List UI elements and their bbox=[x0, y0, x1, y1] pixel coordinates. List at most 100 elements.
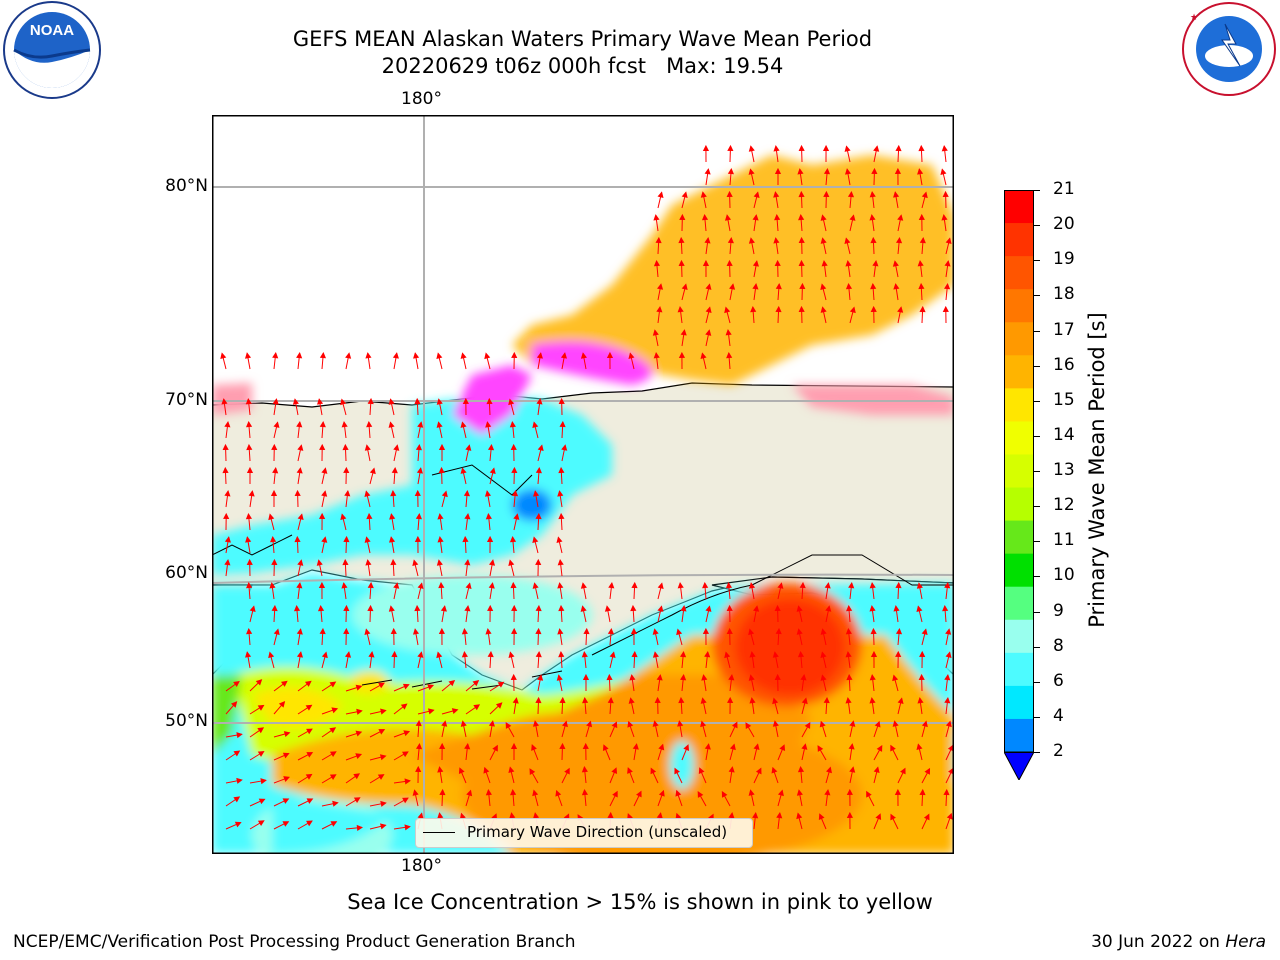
wave-vector-head bbox=[535, 512, 542, 520]
colorbar-segment bbox=[1004, 553, 1034, 588]
wave-vector-head bbox=[464, 559, 471, 566]
wave-vector-head bbox=[797, 168, 804, 175]
wave-vector-head bbox=[890, 744, 896, 752]
wave-vector-head bbox=[580, 582, 587, 589]
chart-title: GEFS MEAN Alaskan Waters Primary Wave Me… bbox=[0, 26, 1165, 80]
wave-vector-head bbox=[918, 213, 925, 221]
wave-vector-head bbox=[921, 191, 928, 199]
wave-vector-head bbox=[894, 167, 902, 174]
wave-vector-head bbox=[654, 696, 661, 704]
wave-vector-head bbox=[678, 259, 685, 267]
wave-vector-head bbox=[824, 789, 831, 796]
wave-vector-head bbox=[557, 582, 564, 589]
wave-vector-head bbox=[305, 704, 313, 711]
wave-vector-head bbox=[462, 535, 469, 543]
wave-vector-head bbox=[826, 766, 832, 774]
wave-vector-head bbox=[702, 144, 710, 151]
wave-vector-head bbox=[366, 512, 373, 520]
wave-vector-head bbox=[777, 789, 784, 797]
wave-vector-head bbox=[870, 627, 877, 635]
wave-vector-head bbox=[377, 774, 385, 780]
colorbar-tick-label: 13 bbox=[1053, 460, 1075, 480]
lat-label-80: 80°N bbox=[165, 176, 208, 196]
wave-vector-head bbox=[941, 145, 948, 152]
wave-vector-head bbox=[702, 259, 710, 266]
noaa-logo-text: NOAA bbox=[30, 22, 74, 39]
wave-vector-head bbox=[724, 651, 731, 659]
wave-vector-head bbox=[391, 466, 398, 474]
wave-vector-head bbox=[436, 559, 443, 566]
colorbar bbox=[1004, 190, 1034, 780]
wave-vector-head bbox=[465, 582, 472, 589]
wave-vector-head bbox=[329, 681, 337, 688]
wave-vector-head bbox=[774, 604, 781, 612]
wave-vector-head bbox=[414, 397, 421, 405]
wave-vector-head bbox=[508, 766, 515, 774]
wave-vector-head bbox=[272, 351, 279, 359]
wave-vector-head bbox=[464, 605, 471, 612]
wave-vector-head bbox=[343, 604, 350, 612]
date-stamp: 30 Jun 2022 on Hera bbox=[1091, 932, 1266, 952]
wave-vector-head bbox=[248, 490, 255, 497]
wave-vector-head bbox=[439, 788, 446, 796]
wave-vector-head bbox=[230, 701, 238, 708]
wave-vector-head bbox=[485, 788, 492, 796]
wave-vector-head bbox=[945, 628, 952, 635]
wave-vector-head bbox=[400, 703, 408, 710]
wave-vector-head bbox=[675, 789, 682, 797]
wave-vector-head bbox=[892, 674, 899, 682]
wave-vector-head bbox=[245, 651, 252, 658]
wave-vector-head bbox=[652, 720, 659, 727]
wave-vector-head bbox=[531, 744, 537, 751]
wave-vector-head bbox=[748, 168, 755, 175]
wave-vector-head bbox=[846, 788, 853, 795]
wave-vector-head bbox=[388, 605, 395, 612]
wave-vector-head bbox=[296, 651, 304, 658]
wave-vector-head bbox=[296, 582, 303, 589]
wave-vector-head bbox=[876, 745, 883, 752]
wave-vector-head bbox=[283, 731, 291, 738]
wave-vector-head bbox=[437, 513, 444, 520]
wave-vector-head bbox=[273, 628, 280, 636]
wave-vector-head bbox=[319, 351, 327, 359]
wave-vector-head bbox=[535, 696, 542, 704]
wave-vector-head bbox=[329, 751, 337, 758]
wave-vector-head bbox=[870, 236, 877, 244]
wave-vector-head bbox=[944, 260, 951, 267]
colorbar-segment bbox=[1004, 223, 1034, 257]
colorbar-tick-mark bbox=[1034, 646, 1040, 648]
wave-vector-head bbox=[343, 627, 350, 635]
wave-vector-head bbox=[704, 650, 711, 658]
wave-vector-head bbox=[296, 351, 303, 359]
wave-vector-head bbox=[402, 797, 409, 804]
wave-vector-head bbox=[536, 352, 543, 359]
wave-vector-head bbox=[318, 512, 326, 519]
colorbar-tick-label: 19 bbox=[1053, 249, 1075, 270]
wave-vector-head bbox=[818, 813, 825, 821]
wave-vector-head bbox=[825, 605, 832, 612]
wave-vector-head bbox=[222, 443, 229, 451]
wave-vector-head bbox=[460, 421, 467, 428]
wave-vector-head bbox=[535, 466, 542, 474]
wave-vector-head bbox=[304, 680, 312, 687]
wave-vector-head bbox=[558, 397, 565, 405]
wave-vector-head bbox=[282, 821, 290, 827]
wave-vector-head bbox=[752, 260, 759, 267]
colorbar-segment bbox=[1004, 454, 1034, 489]
wave-vector-head bbox=[919, 305, 926, 313]
colorbar-tick-label: 8 bbox=[1053, 635, 1064, 656]
wave-vector-head bbox=[436, 352, 443, 360]
wave-vector-head bbox=[487, 604, 494, 612]
wave-vector-head bbox=[466, 789, 473, 797]
wave-vector-head bbox=[700, 352, 707, 359]
wave-vector-head bbox=[636, 790, 642, 798]
wave-vector-head bbox=[869, 605, 876, 612]
wave-vector-head bbox=[462, 397, 469, 404]
wave-vector-head bbox=[510, 581, 517, 589]
noaa-logo-icon: NOAA bbox=[3, 1, 101, 99]
wave-vector-head bbox=[355, 684, 363, 691]
wave-vector-head bbox=[798, 190, 805, 198]
wave-vector-head bbox=[679, 650, 687, 658]
wave-vector-head bbox=[393, 582, 400, 589]
wave-vector-head bbox=[701, 674, 708, 681]
